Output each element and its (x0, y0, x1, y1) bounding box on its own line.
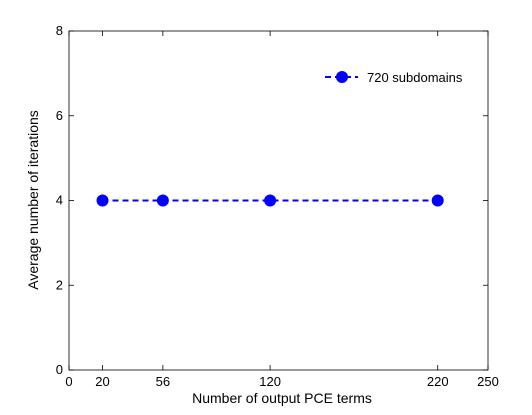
data-point (156, 194, 169, 207)
data-point (431, 194, 444, 207)
x-axis-label: Number of output PCE terms (192, 390, 372, 406)
x-tick-label: 20 (95, 374, 109, 389)
x-tick-label: 56 (156, 374, 170, 389)
ticks: 0 20 56 120 220 250 0 2 4 6 8 (56, 23, 499, 389)
y-tick-label: 8 (56, 23, 63, 38)
x-tick-label: 250 (477, 374, 499, 389)
y-tick-label: 6 (56, 108, 63, 123)
data-point (264, 194, 277, 207)
x-tick-label: 120 (259, 374, 281, 389)
legend-label: 720 subdomains (367, 70, 463, 85)
y-tick-label: 0 (56, 362, 63, 377)
legend-marker (336, 71, 348, 83)
x-tick-label: 0 (65, 374, 72, 389)
y-tick-label: 4 (56, 193, 63, 208)
y-axis-label: Average number of iterations (25, 110, 41, 290)
series-group (96, 194, 444, 207)
data-point (96, 194, 109, 207)
y-tick-label: 2 (56, 277, 63, 292)
x-tick-label: 220 (427, 374, 449, 389)
legend: 720 subdomains (325, 70, 463, 85)
